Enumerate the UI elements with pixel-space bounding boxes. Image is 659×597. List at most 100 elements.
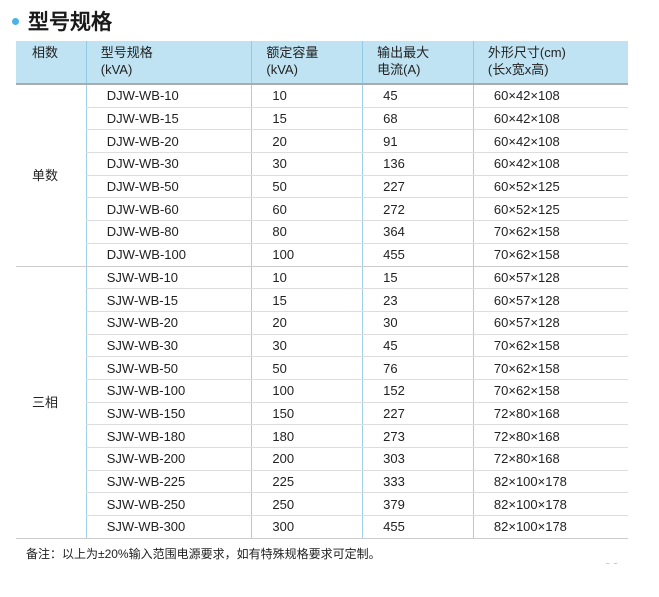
table-cell: 333 [362,470,474,494]
table-cell: 91 [362,129,474,154]
table-cell: 225 [251,470,363,494]
table-cell: SJW-WB-10 [85,266,252,290]
footnote: 备注：以上为±20%输入范围电源要求，如有特殊规格要求可定制。 [26,547,381,561]
table-cell: 60×57×128 [472,266,628,290]
table-cell: 15 [362,266,474,290]
table-cell: 72×80×168 [472,424,628,448]
table-cell: 50 [251,175,363,199]
header-line: 外形尺寸(cm) [487,45,566,60]
table-cell: SJW-WB-100 [85,379,252,403]
table-cell: 45 [362,84,474,108]
bullet-icon [12,17,19,25]
table-cell: 180 [251,424,363,448]
table-cell: 60×52×125 [472,197,628,222]
table-row: SJW-WB-20 20 30 60×57×128 [16,311,628,335]
table-cell: 50 [251,356,363,380]
header-line: (kVA) [266,62,298,77]
table-row: DJW-WB-20 20 91 60×42×108 [16,129,628,154]
table-cell: 60×42×108 [472,152,628,176]
header-line: (长x宽x高) [487,62,549,77]
table-cell: 227 [362,402,474,426]
table-cell: 60 [251,197,363,222]
table-cell: 45 [362,334,474,358]
table-cell: 60×42×108 [472,129,628,154]
table-row: SJW-WB-100 100 152 70×62×158 [16,379,628,403]
table-cell: 10 [251,84,363,108]
spec-table: 相数 型号规格 (kVA) 额定容量 (kVA) 输出最大 电流(A) 外形尺寸(cm) (长x… [16,41,628,539]
table-cell: 30 [251,152,363,176]
table-row: SJW-WB-150 150 227 72×80×168 [16,402,628,426]
header-line: 额定容量 [266,45,319,60]
column-header: 相数 [16,41,87,85]
table-cell: DJW-WB-100 [85,243,252,267]
table-row: 三相 SJW-WB-10 10 15 60×57×128 [16,266,628,539]
table-cell: SJW-WB-225 [85,470,252,494]
table-row: DJW-WB-60 60 272 60×52×125 [16,197,628,222]
table-cell: 72×80×168 [472,447,628,471]
table-row: DJW-WB-15 15 68 60×42×108 [16,107,628,131]
table-cell: 100 [251,243,363,267]
table-cell: DJW-WB-50 [85,175,252,199]
table-cell: DJW-WB-60 [85,197,252,222]
table-cell: 455 [362,243,474,267]
table-cell: 303 [362,447,474,471]
table-row: SJW-WB-180 180 273 72×80×168 [16,424,628,448]
table-cell: DJW-WB-20 [85,129,252,154]
column-header: 型号规格 (kVA) [85,41,252,85]
table-cell: 30 [251,334,363,358]
phase-cell: 单数 [16,84,87,267]
table-cell: 150 [251,402,363,426]
table-row: SJW-WB-250 250 379 82×100×178 [16,492,628,517]
table-cell: 272 [362,197,474,222]
table-cell: 76 [362,356,474,380]
header-line: 型号规格 [100,45,153,60]
table-cell: SJW-WB-300 [85,515,252,539]
table-cell: 23 [362,288,474,312]
table-cell: 70×62×158 [472,356,628,380]
phase-cell: 三相 [16,266,87,539]
table-row: SJW-WB-300 300 455 82×100×178 [16,515,628,539]
table-cell: 70×62×158 [472,379,628,403]
table-cell: 152 [362,379,474,403]
table-cell: 364 [362,220,474,244]
table-row: DJW-WB-80 80 364 70×62×158 [16,220,628,244]
table-cell: DJW-WB-80 [85,220,252,244]
table-cell: 70×62×158 [472,334,628,358]
table-row: SJW-WB-200 200 303 72×80×168 [16,447,628,471]
table-cell: SJW-WB-250 [85,492,252,517]
column-header: 额定容量 (kVA) [251,41,363,85]
table-cell: 60×42×108 [472,107,628,131]
header-line: (kVA) [100,62,133,77]
table-cell: 60×42×108 [472,84,628,108]
table-row: SJW-WB-50 50 76 70×62×158 [16,356,628,380]
table-cell: 455 [362,515,474,539]
table-cell: 30 [362,311,474,335]
page-number: 33 [604,560,628,564]
table-cell: 15 [251,288,363,312]
table-row: SJW-WB-30 30 45 70×62×158 [16,334,628,358]
table-cell: SJW-WB-15 [85,288,252,312]
table-cell: 20 [251,129,363,154]
table-cell: SJW-WB-200 [85,447,252,471]
header-line: 输出最大 [377,45,430,60]
table-cell: 100 [251,379,363,403]
table-cell: 60×52×125 [472,175,628,199]
table-cell: 300 [251,515,363,539]
section-title: 型号规格 [12,6,112,36]
table-cell: 68 [362,107,474,131]
table-cell: 82×100×178 [472,470,628,494]
table-cell: 200 [251,447,363,471]
table-cell: 82×100×178 [472,515,628,539]
table-row: SJW-WB-15 15 23 60×57×128 [16,288,628,312]
table-cell: 379 [362,492,474,517]
table-cell: SJW-WB-150 [85,402,252,426]
table-cell: 80 [251,220,363,244]
table-cell: 72×80×168 [472,402,628,426]
table-cell: DJW-WB-15 [85,107,252,131]
table-cell: SJW-WB-20 [85,311,252,335]
column-header: 输出最大 电流(A) [362,41,474,85]
table-cell: 60×57×128 [472,288,628,312]
table-cell: 250 [251,492,363,517]
table-row: 单数 DJW-WB-10 10 45 60×42×108 [16,84,628,267]
table-row: DJW-WB-50 50 227 60×52×125 [16,175,628,199]
